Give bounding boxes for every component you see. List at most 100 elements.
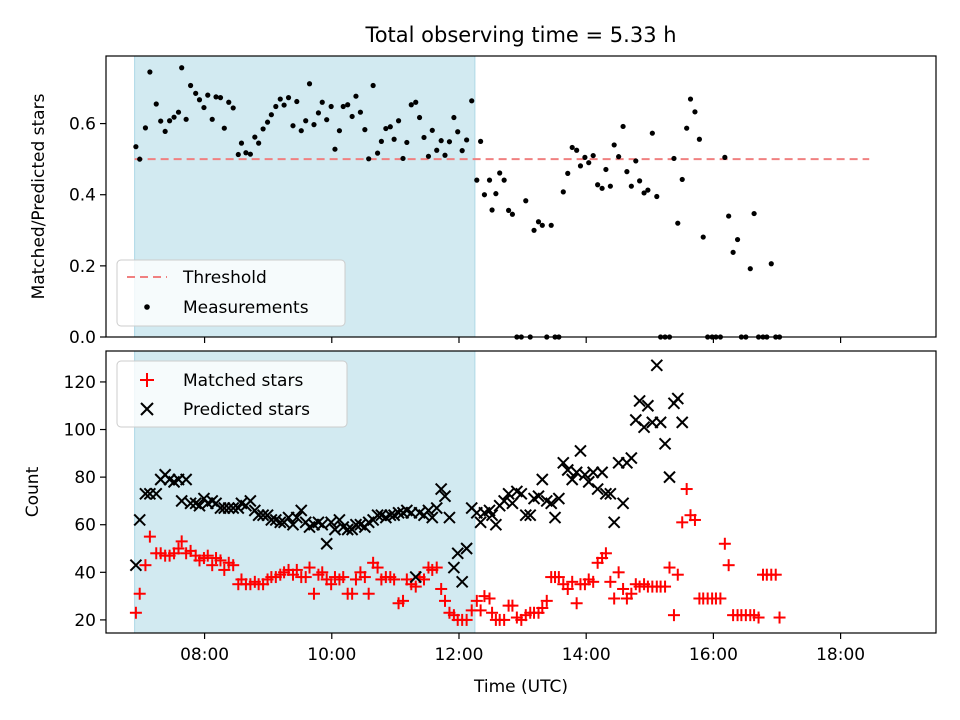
predicted-star-point: [524, 508, 537, 522]
measurement-point: [726, 213, 732, 219]
measurement-point: [633, 158, 639, 164]
predicted-star-point: [671, 392, 684, 405]
matched-star-point: [718, 537, 731, 550]
matched-star-point: [206, 559, 219, 572]
measurement-point: [486, 177, 493, 183]
predicted-star-point: [455, 575, 469, 589]
measurement-point: [616, 154, 622, 160]
measurement-point: [469, 98, 475, 104]
measurement-point: [285, 95, 292, 101]
predicted-star-point: [139, 487, 152, 500]
matched-star-point: [397, 594, 410, 607]
measurement-point: [413, 99, 419, 105]
measurement-point: [193, 90, 199, 96]
measurement-point: [213, 94, 219, 100]
matched-stars-series: [129, 483, 786, 626]
measurement-point: [434, 147, 440, 153]
measurement-point: [362, 127, 368, 133]
top-y-axis: 0.0 0.2 0.4 0.6: [69, 115, 106, 348]
matched-star-point: [430, 561, 443, 574]
predicted-star-point: [552, 492, 566, 505]
measurement-point: [459, 148, 465, 154]
measurement-point: [147, 69, 153, 75]
predicted-star-point: [286, 518, 300, 531]
measurement-point: [523, 198, 529, 204]
matched-star-point: [435, 582, 448, 595]
matched-star-point: [129, 606, 142, 619]
measurement-point: [133, 144, 139, 150]
matched-star-point: [133, 587, 146, 600]
measurement-point: [328, 103, 334, 110]
y-tick-label: 0.0: [69, 328, 96, 348]
measurement-point: [137, 156, 143, 162]
y-tick-label: 0.4: [69, 186, 96, 206]
predicted-star-point: [422, 504, 435, 517]
matched-star-point: [608, 592, 621, 605]
measurement-point: [649, 130, 655, 136]
predicted-star-point: [295, 504, 308, 517]
measurement-point: [162, 128, 168, 135]
measurement-point: [734, 236, 741, 243]
predicted-star-point: [502, 487, 515, 500]
predicted-star-point: [565, 473, 579, 486]
predicted-star-point: [654, 416, 667, 429]
measurement-point: [565, 170, 571, 176]
measurement-point: [395, 118, 402, 124]
matched-star-point: [676, 516, 689, 529]
measurement-point: [311, 122, 317, 128]
measurement-point: [687, 96, 694, 102]
matched-star-point: [214, 554, 227, 567]
matched-star-point: [307, 587, 320, 600]
predicted-star-point: [150, 487, 163, 500]
measurement-point: [187, 82, 194, 89]
measurement-point: [577, 163, 584, 169]
measurement-point: [315, 110, 322, 116]
measurement-point: [548, 222, 554, 228]
predicted-star-point: [316, 518, 329, 531]
measurement-point: [539, 222, 545, 228]
y-tick-label: 0.6: [69, 115, 96, 135]
measurement-point: [374, 150, 381, 156]
bottom-legend: Matched stars Predicted stars: [116, 360, 348, 428]
measurement-point: [324, 117, 330, 123]
top-x-axis: [203, 337, 842, 343]
bottom-x-axis: 08:00 10:00 12:00 14:00 16:00 18:00: [180, 633, 865, 665]
measurement-point: [383, 125, 389, 132]
matched-star-point: [506, 599, 519, 612]
matched-star-point: [303, 561, 316, 574]
x-tick-label: 14:00: [562, 645, 611, 665]
measurement-point: [268, 112, 274, 118]
predicted-star-point: [506, 497, 519, 510]
matched-star-point: [478, 590, 491, 603]
predicted-star-point: [578, 468, 592, 481]
matched-star-point: [752, 611, 765, 624]
predicted-star-point: [265, 513, 278, 527]
x-tick-label: 10:00: [307, 645, 356, 665]
measurement-point: [768, 261, 774, 267]
predicted-star-point: [256, 508, 270, 522]
top-axes-frame: [105, 55, 937, 338]
top-legend-box: [116, 259, 346, 327]
predicted-star-point: [274, 516, 287, 529]
y-tick-label: 20: [74, 611, 96, 631]
measurement-point: [730, 249, 736, 255]
measurement-point: [493, 191, 499, 197]
measurement-point: [221, 125, 227, 131]
matched-star-point: [671, 568, 684, 581]
bottom-y-axis: 20 40 60 80 100 120: [64, 373, 106, 631]
y-tick-label: 60: [74, 516, 96, 536]
threshold-legend-label: Threshold: [182, 268, 267, 288]
matched-star-point: [362, 587, 375, 600]
measurement-point: [421, 134, 427, 141]
predicted-star-point: [485, 508, 499, 522]
predicted-star-point: [599, 487, 613, 500]
matched-star-point: [438, 594, 451, 607]
measurement-point: [175, 109, 182, 115]
predicted-star-point: [557, 456, 570, 470]
predicted-star-point: [193, 499, 206, 512]
matched-star-point: [227, 559, 240, 572]
matched-star-point: [773, 611, 786, 624]
measurement-point: [438, 138, 444, 144]
predicted-star-point: [438, 489, 452, 503]
